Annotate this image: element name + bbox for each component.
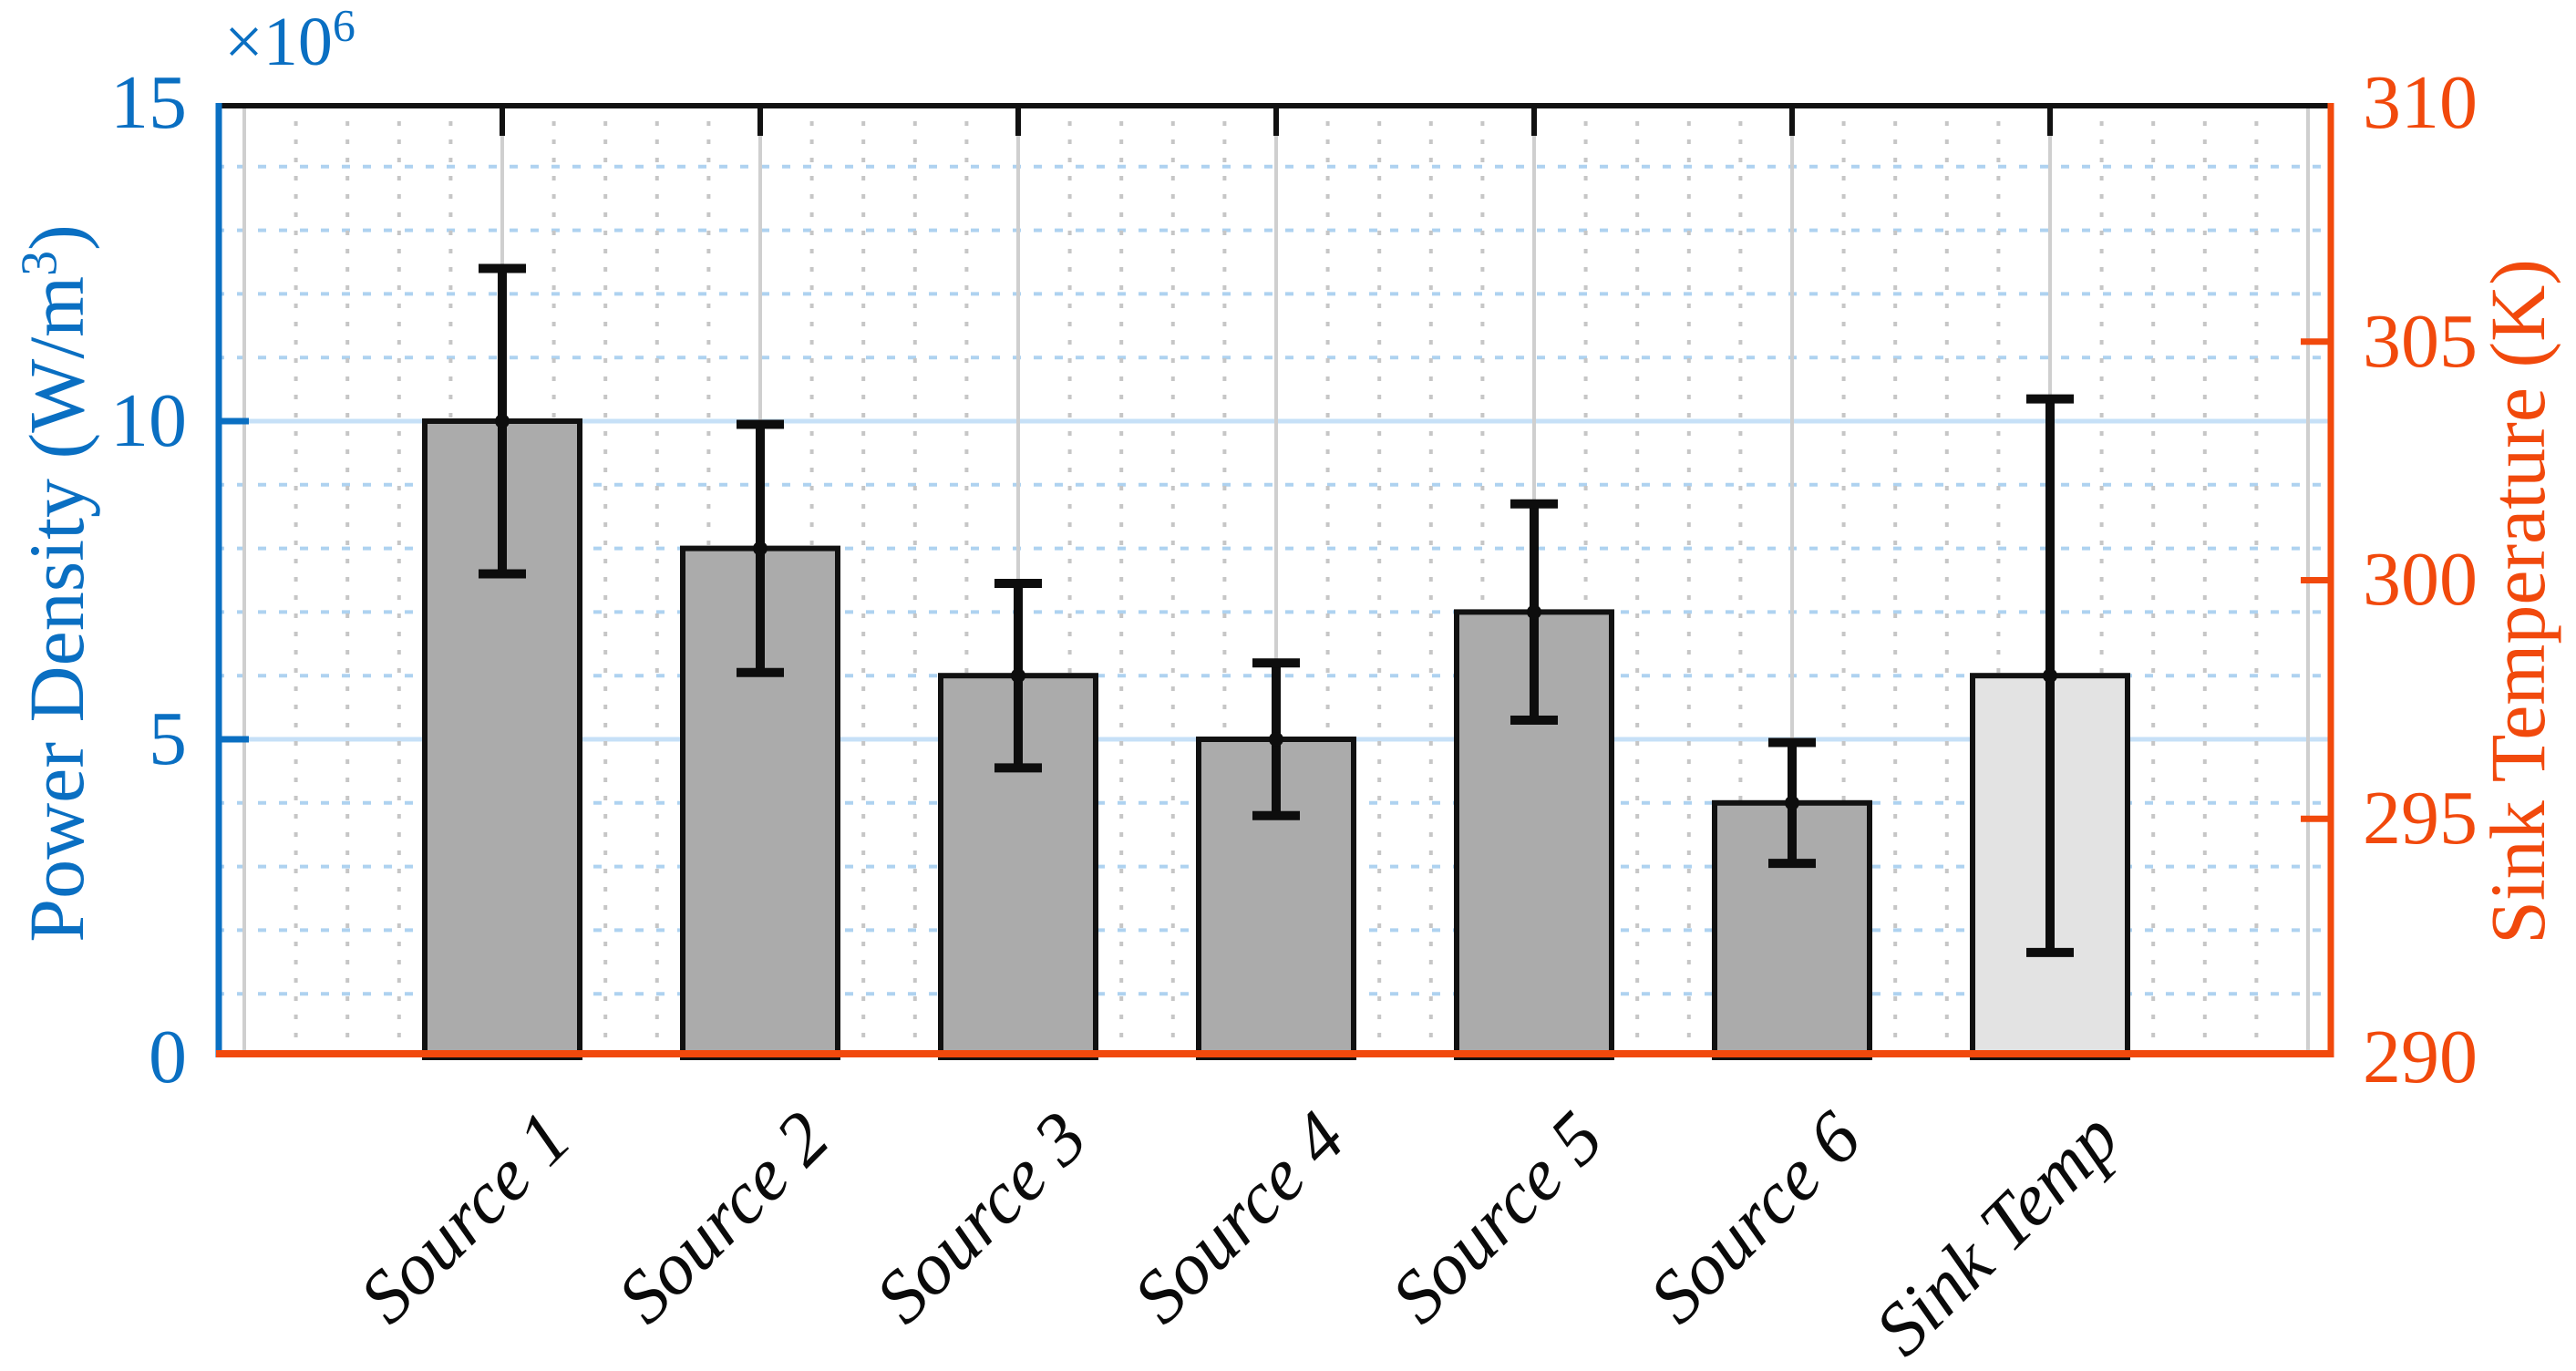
errorbar-source-2 — [737, 419, 784, 677]
x-tick-label-source-4: Source 4 — [1117, 1095, 1361, 1339]
left-y-axis-title-text: Power Density (W/m — [13, 275, 100, 943]
x-tick-label-source-3: Source 3 — [859, 1095, 1103, 1339]
errorbar-source-4 — [1252, 658, 1300, 820]
x-tick-label-source-6: Source 6 — [1633, 1095, 1877, 1339]
right-ytick-290: 290 — [2363, 1015, 2478, 1099]
left-ytick-10: 10 — [110, 378, 187, 463]
left-y-axis-title: Power Density (W/m3) — [11, 224, 102, 943]
axis-ticks — [222, 108, 2328, 822]
errorbar-sink-temp — [2026, 394, 2074, 957]
right-ytick-305: 305 — [2363, 299, 2478, 384]
right-ytick-295: 295 — [2363, 776, 2478, 861]
left-y-axis-title-close: ) — [13, 224, 100, 251]
multiplier-base: ×10 — [224, 4, 333, 80]
left-ytick-0: 0 — [149, 1015, 187, 1099]
left-ytick-15: 15 — [110, 60, 187, 145]
errorbar-source-5 — [1510, 499, 1558, 726]
x-tick-label-source-1: Source 1 — [343, 1095, 587, 1339]
error-bars — [479, 263, 2074, 957]
left-ytick-5: 5 — [149, 696, 187, 781]
x-tick-label-source-5: Source 5 — [1375, 1095, 1619, 1339]
x-tick-label-source-2: Source 2 — [601, 1095, 845, 1339]
right-y-axis-title: Sink Temperature (K) — [2474, 259, 2561, 944]
y-axis-exponent-multiplier: ×106 — [224, 3, 355, 80]
left-y-axis-title-sup: 3 — [11, 250, 68, 276]
errorbar-source-1 — [479, 263, 526, 579]
axes-frame — [215, 103, 2334, 1057]
x-tick-label-sink-temp: Sink Temp — [1859, 1095, 2135, 1371]
right-ytick-310: 310 — [2363, 60, 2478, 145]
bars — [422, 418, 2130, 1061]
right-ytick-300: 300 — [2363, 537, 2478, 622]
plot-area-svg — [215, 103, 2334, 1061]
errorbar-source-3 — [994, 578, 1042, 773]
errorbar-source-6 — [1768, 737, 1816, 869]
multiplier-exponent: 6 — [332, 0, 355, 51]
